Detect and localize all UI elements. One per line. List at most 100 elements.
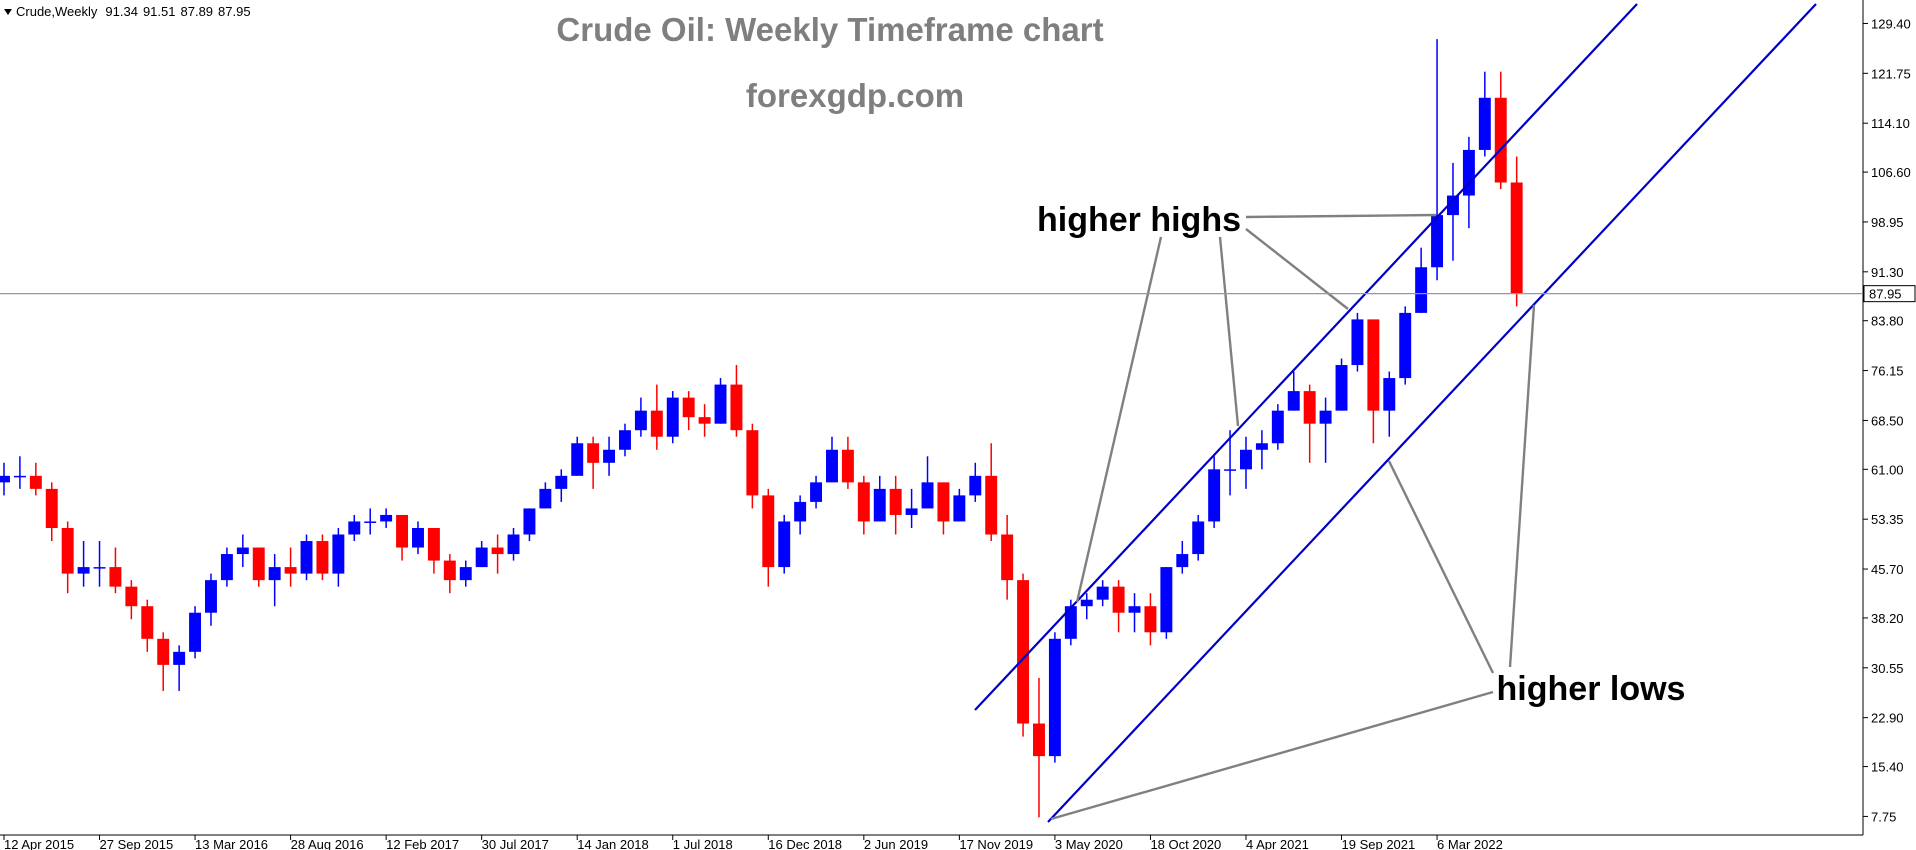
candle-body [507,534,520,555]
candle-body [93,567,106,569]
candle-body [650,410,663,437]
current-price-box [1863,285,1916,303]
candle-body [364,521,377,523]
candle-body [985,475,998,535]
y-tick-label: 45.70 [1871,562,1904,577]
candle-body [682,397,695,418]
candle-body [730,384,743,431]
ohlc-low: 87.89 [181,4,214,19]
candle-body [969,475,982,496]
candle-body [698,417,711,424]
candle-body [571,443,584,476]
candle-body [412,527,424,548]
candle-body [157,638,170,665]
y-tick-label: 91.30 [1871,265,1904,280]
y-tick-label: 15.40 [1871,760,1904,775]
candle-body [841,449,854,483]
pointer-line [1245,228,1349,310]
candle-body [762,495,775,568]
candle-body [794,501,807,522]
y-tick-label: 30.55 [1871,661,1904,676]
candle-body [1064,606,1077,639]
candle-body [778,521,791,568]
candle-body [491,547,504,555]
pointer-line [1508,304,1536,668]
upper-channel-line [974,3,1638,711]
candle-body [1048,638,1061,757]
pointer-line [1075,236,1163,603]
candle-body [1478,97,1491,150]
candle-body [316,541,329,574]
candle-body [268,567,281,581]
x-tick-label: 12 Feb 2017 [386,837,459,850]
candle-body [587,443,600,463]
candle-body [1017,580,1030,724]
y-tick-label: 98.95 [1871,215,1904,230]
candle-body [523,508,536,535]
x-tick-label: 6 Mar 2022 [1437,837,1503,850]
candle-body [889,488,902,515]
candle-body [539,488,552,509]
ohlc-high: 91.51 [143,4,176,19]
candle-body [205,580,217,613]
candle-body [937,482,950,522]
candle-body [953,495,966,522]
annotation: higher highs [1037,201,1241,239]
candle-body [905,508,918,515]
candle-body [1096,586,1109,600]
pointers [1050,213,1536,821]
candle-body [125,586,138,607]
chart-subtitle: forexgdp.com [746,77,964,114]
x-tick-label: 18 Oct 2020 [1150,837,1221,850]
candle-body [141,606,154,639]
candle-body [1208,469,1221,522]
x-tick-label: 13 Mar 2016 [195,837,268,850]
candle-body [1080,599,1093,607]
y-tick-label: 7.75 [1871,809,1896,824]
header: Crude,Weekly 91.34 91.51 87.89 87.95 [16,4,251,19]
candle-body [810,482,823,502]
x-tick-label: 27 Sep 2015 [100,837,174,850]
candle-body [173,651,186,665]
candle-body [109,567,122,587]
candle-body [348,521,361,535]
candle-body [236,547,249,555]
x-tick-label: 28 Aug 2016 [291,837,364,850]
candle-body [475,547,488,568]
y-tick-label: 83.80 [1871,314,1904,329]
candle-body [619,430,631,450]
x-tick-label: 4 Apr 2021 [1246,837,1309,850]
pointer-line [1218,236,1240,427]
candle-body [1033,723,1045,757]
candle-body [826,449,838,483]
pointer-line [1050,690,1494,821]
candle-body [396,514,409,548]
y-tick-label: 106.60 [1871,165,1911,180]
candle-body [857,482,870,522]
candle-body [555,475,568,489]
candle-body [1399,312,1412,379]
annotation: higher lows [1497,670,1686,708]
ohlc-open: 91.34 [105,4,138,19]
y-tick-label: 129.40 [1871,16,1911,31]
candle-body [77,567,90,574]
candle-body [61,527,74,574]
channel [974,3,1817,823]
symbol: Crude,Weekly [16,4,98,19]
candle-body [1176,554,1189,568]
y-tick-label: 76.15 [1871,364,1904,379]
x-tick-label: 19 Sep 2021 [1342,837,1416,850]
y-tick-label: 38.20 [1871,611,1904,626]
lower-channel-line [1047,3,1817,823]
candle-body [1001,534,1014,581]
x-tick-label: 12 Apr 2015 [4,837,74,850]
candle-body [921,482,934,509]
y-tick-label: 61.00 [1871,462,1904,477]
candle-body [1510,182,1523,294]
candle-body [300,541,313,574]
candle-body [873,488,886,522]
chart-title: Crude Oil: Weekly Timeframe chart [556,11,1103,48]
y-tick-label: 53.35 [1871,512,1904,527]
candle-body [220,554,233,581]
